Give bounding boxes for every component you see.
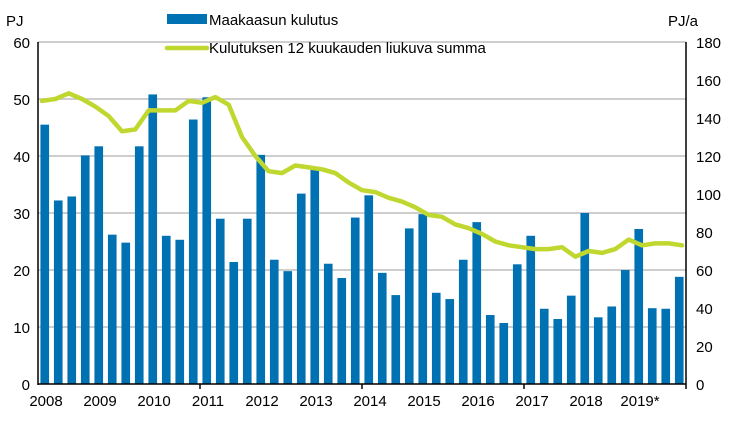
bar — [620, 270, 630, 384]
bar — [107, 234, 117, 384]
left-axis-unit: PJ — [6, 13, 24, 30]
bar — [566, 295, 576, 384]
x-tick-label: 2009 — [83, 393, 116, 410]
left-tick-label: 50 — [13, 92, 30, 109]
legend-bar-swatch — [167, 14, 207, 24]
right-tick-label: 40 — [696, 301, 713, 318]
moving-sum-line — [39, 91, 685, 259]
right-axis-ticks: 0 20 40 60 80 100 120 140 160 180 — [696, 35, 721, 394]
bar — [364, 195, 374, 384]
bar — [256, 154, 266, 384]
bar — [350, 217, 360, 384]
left-tick-label: 40 — [13, 149, 30, 166]
bar — [148, 94, 158, 384]
bar — [512, 264, 522, 384]
bar — [80, 155, 90, 384]
left-tick-label: 30 — [13, 206, 30, 223]
right-tick-label: 20 — [696, 339, 713, 356]
bar — [634, 228, 644, 384]
bar — [526, 235, 536, 384]
x-tick-label: 2014 — [353, 393, 386, 410]
legend-bar-label: Maakaasun kulutus — [209, 12, 338, 29]
bar — [499, 323, 509, 384]
right-tick-label: 140 — [696, 111, 721, 128]
right-tick-label: 80 — [696, 225, 713, 242]
right-tick-label: 180 — [696, 35, 721, 52]
x-tick-label: 2019* — [620, 393, 659, 410]
bar — [337, 277, 347, 384]
bar — [607, 306, 617, 384]
bar — [661, 308, 671, 384]
x-axis-ticks: 2008 2009 2010 2011 2012 2013 2014 2015 2016 2017… — [29, 393, 659, 410]
bar — [539, 308, 549, 384]
x-tick-label: 2011 — [192, 393, 224, 410]
x-tick-label: 2013 — [299, 393, 332, 410]
bar — [404, 228, 414, 384]
right-axis-unit: PJ/a — [668, 13, 699, 30]
bar — [593, 317, 603, 384]
bar — [553, 319, 563, 384]
bar — [269, 259, 279, 384]
legend-line-label: Kulutuksen 12 kuukauden liukuva summa — [209, 40, 486, 57]
legend: Maakaasun kulutus Kulutuksen 12 kuukaude… — [164, 12, 486, 57]
bar — [53, 200, 63, 384]
right-tick-label: 100 — [696, 187, 721, 204]
right-tick-label: 120 — [696, 149, 721, 166]
bar — [485, 315, 495, 384]
bar — [418, 214, 428, 384]
axes — [37, 42, 687, 389]
x-tick-label: 2012 — [245, 393, 278, 410]
bar — [134, 146, 144, 384]
bar — [647, 308, 657, 384]
x-tick-label: 2010 — [137, 393, 170, 410]
bar — [94, 146, 104, 384]
bar — [431, 292, 441, 384]
bar — [40, 124, 50, 385]
right-tick-label: 60 — [696, 263, 713, 280]
bar — [674, 276, 684, 384]
gridlines — [38, 41, 686, 328]
x-tick-label: 2017 — [515, 393, 548, 410]
bar — [445, 299, 455, 384]
bar — [458, 259, 468, 384]
bar — [323, 263, 333, 384]
bar — [202, 97, 212, 384]
x-tick-label: 2018 — [569, 393, 602, 410]
bar — [377, 272, 387, 384]
bar — [121, 242, 131, 384]
bar — [391, 295, 401, 384]
bar — [188, 119, 198, 385]
bar — [242, 218, 252, 384]
left-tick-label: 20 — [13, 263, 30, 280]
bar — [67, 196, 77, 384]
bar — [283, 271, 293, 384]
left-tick-label: 0 — [22, 377, 30, 394]
bar — [229, 262, 239, 384]
bar — [161, 235, 171, 384]
bar-series — [40, 94, 684, 385]
right-tick-label: 160 — [696, 73, 721, 90]
bar — [215, 218, 225, 384]
left-axis-ticks: 0 10 20 30 40 50 60 — [13, 35, 30, 394]
bar — [310, 169, 320, 384]
left-tick-label: 10 — [13, 320, 30, 337]
x-tick-label: 2015 — [407, 393, 440, 410]
bar — [580, 213, 590, 384]
left-tick-label: 60 — [13, 35, 30, 52]
bar — [296, 193, 306, 384]
bar — [175, 239, 185, 384]
bar — [472, 222, 482, 384]
x-tick-label: 2016 — [461, 393, 494, 410]
x-tick-label: 2008 — [29, 393, 62, 410]
right-tick-label: 0 — [696, 377, 704, 394]
